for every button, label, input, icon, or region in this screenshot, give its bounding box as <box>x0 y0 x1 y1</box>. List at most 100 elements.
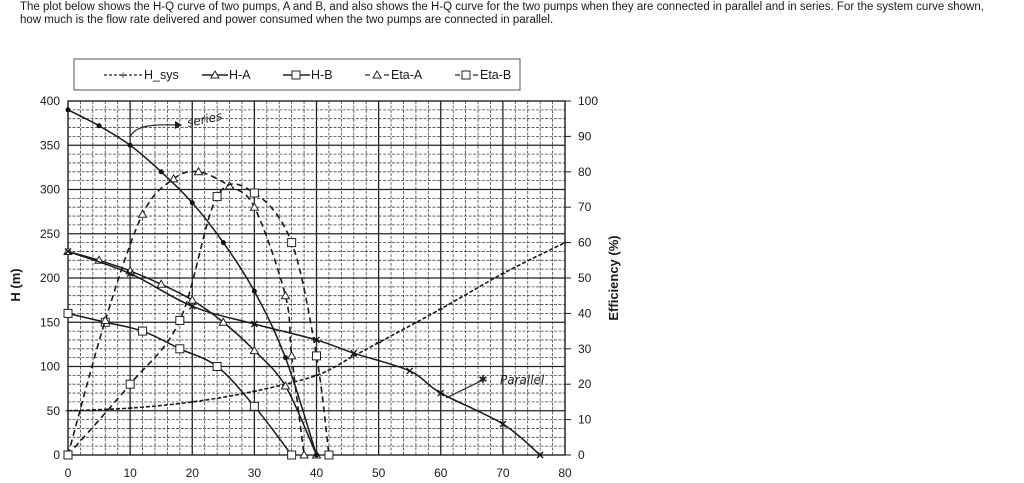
x-marker-icon <box>64 247 72 255</box>
x-marker-icon <box>406 367 414 375</box>
x-tick-label: 30 <box>248 466 262 480</box>
curve-eta-b <box>63 183 334 460</box>
y-tick-label: 350 <box>40 138 60 152</box>
question-line-1: The plot below shows the H-Q curve of tw… <box>20 1 984 13</box>
legend-etab: Eta-B <box>455 68 511 82</box>
y2-axis-title: Efficiency (%) <box>606 235 621 320</box>
dot-marker-icon <box>282 355 288 361</box>
plus-marker-icon <box>65 408 71 414</box>
plus-marker-icon <box>314 372 319 378</box>
curve-series-hand-drawn- <box>65 107 319 458</box>
y2-tick-label: 90 <box>578 129 592 143</box>
square-marker-icon <box>461 70 471 80</box>
y2-tick-label: 40 <box>578 306 592 320</box>
triangle-marker-icon <box>286 350 297 360</box>
curve-h-sys <box>65 240 568 414</box>
y2-tick-label: 10 <box>578 413 592 427</box>
plus-marker-icon <box>351 353 357 359</box>
square-marker-icon <box>212 192 222 202</box>
triangle-marker-icon <box>372 69 382 79</box>
y-tick-label: 100 <box>40 360 60 374</box>
x-marker-icon <box>536 451 544 459</box>
x-tick-label: 40 <box>310 466 324 480</box>
plus-marker-icon <box>376 340 382 346</box>
y2-tick-label: 100 <box>578 94 598 108</box>
legend-hsys: + H_sys <box>104 68 179 82</box>
arrow-icon <box>175 121 182 129</box>
dot-marker-icon <box>65 107 71 113</box>
x-tick-label: 20 <box>186 466 200 480</box>
x-marker-icon <box>313 336 320 344</box>
x-marker-icon <box>499 420 507 428</box>
legend-label-etaa: Eta-A <box>391 68 423 82</box>
triangle-marker-icon <box>210 69 220 79</box>
legend-etaa: Eta-A <box>365 68 423 82</box>
chart-legend: + H_sys H-A H-B Eta-A Eta-B <box>73 58 521 91</box>
triangle-marker-icon <box>168 173 179 183</box>
legend-label-ha: H-A <box>229 68 251 82</box>
x-marker-icon <box>350 349 358 357</box>
dot-marker-icon <box>314 452 319 458</box>
dot-marker-icon <box>189 200 195 206</box>
y2-tick-label: 0 <box>578 448 585 462</box>
chart-axes: 0 10 20 30 40 50 60 70 8005010015020025030035040… <box>40 94 598 480</box>
series-label: series <box>186 109 224 130</box>
square-marker-icon <box>175 344 185 354</box>
y-tick-label: 0 <box>53 448 60 462</box>
triangle-marker-icon <box>280 290 291 300</box>
parallel-label: Parallel <box>500 373 545 387</box>
square-marker-icon <box>125 379 135 389</box>
triangle-marker-icon <box>193 166 204 176</box>
legend-label-etab: Eta-B <box>480 68 511 82</box>
x-tick-label: 60 <box>434 466 448 480</box>
triangle-marker-icon <box>249 345 260 355</box>
plus-marker-icon <box>500 271 506 277</box>
y2-tick-label: 70 <box>578 200 592 214</box>
x-marker-icon <box>126 270 134 278</box>
square-marker-icon <box>212 362 222 371</box>
plus-marker-icon <box>127 405 133 411</box>
x-tick-label: 0 <box>65 466 72 480</box>
square-marker-icon <box>291 70 301 80</box>
y-tick-label: 50 <box>47 404 61 418</box>
y-axis-title: H (m) <box>8 268 23 301</box>
legend-ha: H-A <box>202 68 251 82</box>
series-annotation: series <box>129 109 224 138</box>
triangle-marker-icon <box>224 180 235 190</box>
dot-marker-icon <box>251 288 257 294</box>
x-tick-label: 50 <box>372 466 386 480</box>
plus-marker-icon <box>438 306 444 312</box>
plus-marker-icon: + <box>119 71 127 81</box>
x-marker-icon <box>250 320 258 328</box>
question-text: The plot below shows the H-Q curve of tw… <box>20 1 1010 27</box>
question-line-2: how much is the flow rate delivered and … <box>20 14 554 26</box>
dot-marker-icon <box>127 142 133 148</box>
legend-label-hb: H-B <box>311 68 333 82</box>
triangle-marker-icon <box>100 315 111 324</box>
triangle-marker-icon <box>249 202 260 211</box>
y-tick-label: 400 <box>40 94 60 108</box>
square-marker-icon <box>324 450 334 460</box>
x-tick-label: 10 <box>123 466 137 480</box>
y-tick-label: 150 <box>40 315 60 329</box>
y2-tick-label: 20 <box>578 377 592 391</box>
plus-marker-icon <box>251 388 257 394</box>
x-tick-label: 80 <box>558 466 572 480</box>
y2-tick-label: 60 <box>578 236 592 250</box>
y2-tick-label: 50 <box>578 271 592 285</box>
chart-grid <box>67 100 566 456</box>
x-marker-icon <box>437 389 445 397</box>
square-marker-icon <box>175 315 185 325</box>
square-marker-icon <box>287 238 297 248</box>
curve-eta-a <box>63 166 309 459</box>
square-marker-icon <box>287 450 297 460</box>
y-tick-label: 250 <box>40 227 60 241</box>
triangle-marker-icon <box>280 380 291 390</box>
x-marker-icon <box>188 302 196 310</box>
square-marker-icon <box>63 450 73 460</box>
chart-curves <box>63 107 568 460</box>
plus-marker-icon <box>189 399 195 405</box>
dot-marker-icon <box>220 240 226 246</box>
dot-marker-icon <box>96 123 102 129</box>
